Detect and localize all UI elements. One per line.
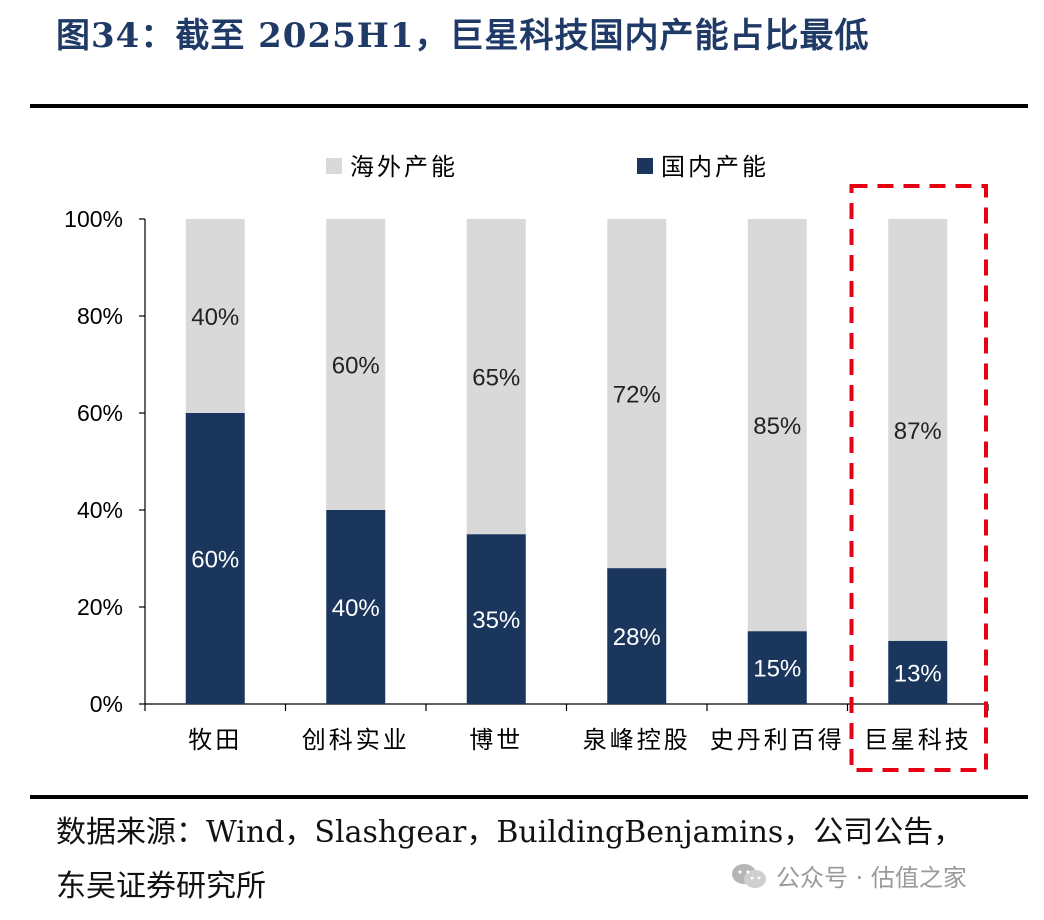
bar-domestic [466, 534, 526, 704]
y-tick-label: 80% [77, 303, 123, 329]
bar-overseas [466, 219, 526, 535]
bar-domestic [185, 413, 245, 704]
y-tick-label: 60% [77, 400, 123, 426]
data-label-domestic: 13% [894, 660, 942, 687]
data-label-domestic: 40% [332, 595, 380, 622]
data-label-overseas: 60% [332, 353, 380, 380]
data-label-overseas: 40% [191, 304, 239, 331]
category-label: 创科实业 [302, 726, 410, 754]
bar-domestic [326, 510, 386, 704]
top-rule [30, 104, 1028, 108]
data-label-overseas: 72% [613, 382, 661, 409]
bar-overseas [888, 219, 948, 641]
data-label-overseas: 85% [753, 413, 801, 440]
source-note: 数据来源：Wind，Slashgear，BuildingBenjamins，公司… [56, 815, 964, 904]
legend-swatch [326, 158, 342, 174]
wechat-icon [732, 863, 766, 888]
category-label: 博世 [469, 726, 523, 754]
legend-swatch [637, 158, 653, 174]
category-label: 史丹利百得 [710, 726, 845, 754]
legend-label: 海外产能 [350, 153, 458, 181]
legend-label: 国内产能 [661, 153, 769, 181]
bar-domestic [888, 640, 948, 704]
watermark: 公众号 · 估值之家 [730, 858, 967, 893]
data-label-overseas: 65% [472, 365, 520, 392]
category-label: 泉峰控股 [583, 726, 691, 754]
y-tick-label: 20% [77, 594, 123, 620]
bar-domestic [607, 568, 667, 704]
data-label-domestic: 28% [613, 624, 661, 651]
chart-title: 图34：截至 2025H1，巨星科技国内产能占比最低 [56, 16, 870, 56]
data-label-domestic: 35% [472, 607, 520, 634]
y-tick-label: 0% [90, 691, 123, 717]
data-label-domestic: 60% [191, 547, 239, 574]
watermark-text: 公众号 · 估值之家 [776, 864, 967, 892]
data-label-overseas: 87% [894, 418, 942, 445]
bottom-rule [30, 795, 1028, 799]
bar-overseas [326, 219, 386, 510]
data-label-domestic: 15% [753, 656, 801, 683]
y-tick-label: 40% [77, 497, 123, 523]
category-label: 牧田 [188, 726, 242, 754]
bar-overseas [607, 219, 667, 569]
bar-overseas [185, 219, 245, 413]
highlight-box [849, 184, 988, 772]
category-label: 巨星科技 [864, 726, 972, 754]
y-tick-label: 100% [64, 206, 123, 232]
bar-domestic [747, 631, 807, 704]
bar-overseas [747, 219, 807, 632]
stacked-bar-chart: 0% 20% 40% 60% 80% 100% 40% 60% 牧田 60% 40% 创科实业 65% 3… [64, 153, 989, 772]
